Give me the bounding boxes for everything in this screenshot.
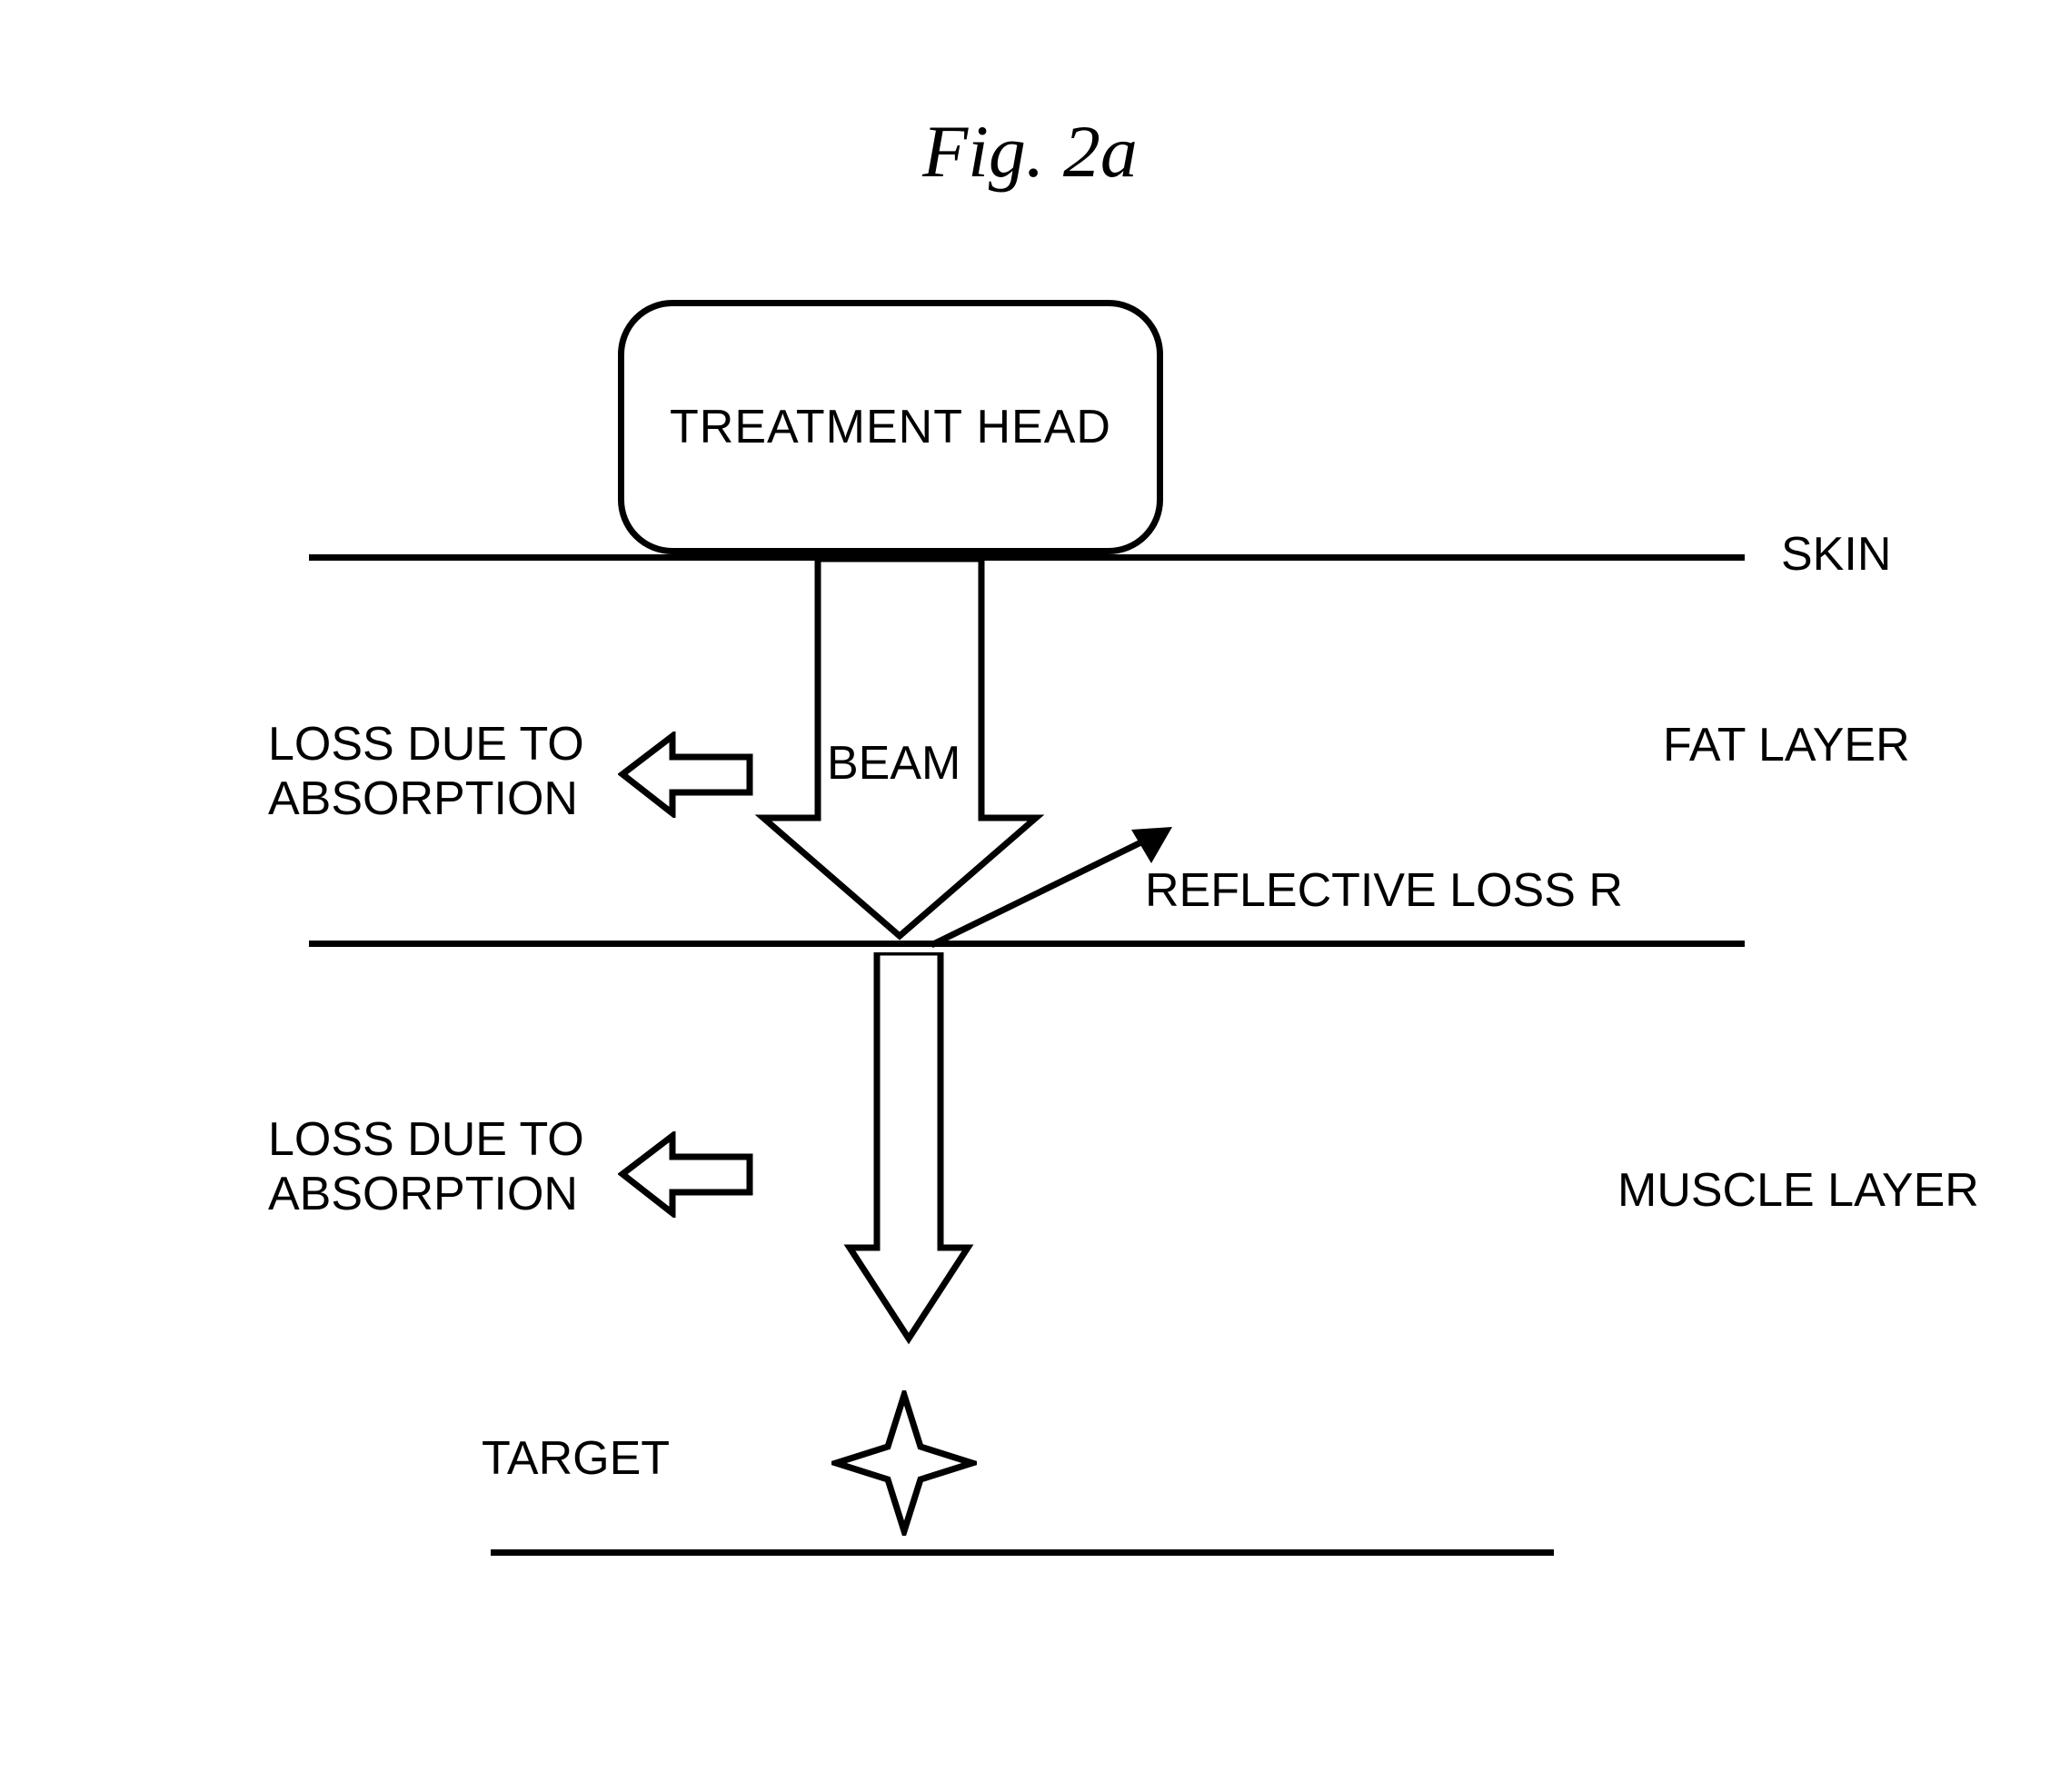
treatment-head-label: TREATMENT HEAD — [670, 400, 1111, 454]
beam-arrow-small — [841, 952, 977, 1352]
muscle-layer-label: MUSCLE LAYER — [1617, 1163, 1979, 1218]
target-star-icon — [831, 1390, 977, 1536]
target-label: TARGET — [482, 1431, 670, 1486]
absorption-loss-arrow-muscle — [618, 1131, 754, 1218]
bottom-line — [491, 1549, 1554, 1556]
reflective-loss-label: REFLECTIVE LOSS R — [1145, 863, 1623, 918]
absorption-loss-label-fat: LOSS DUE TO ABSORPTION — [268, 718, 584, 827]
fat-layer-label: FAT LAYER — [1663, 718, 1910, 772]
figure-title: Fig. 2a — [922, 109, 1138, 194]
absorption-loss-arrow-fat — [618, 732, 754, 818]
skin-label: SKIN — [1781, 527, 1891, 582]
absorption-loss-label-muscle: LOSS DUE TO ABSORPTION — [268, 1113, 584, 1222]
beam-label: BEAM — [827, 736, 960, 791]
treatment-head-box: TREATMENT HEAD — [618, 300, 1163, 554]
